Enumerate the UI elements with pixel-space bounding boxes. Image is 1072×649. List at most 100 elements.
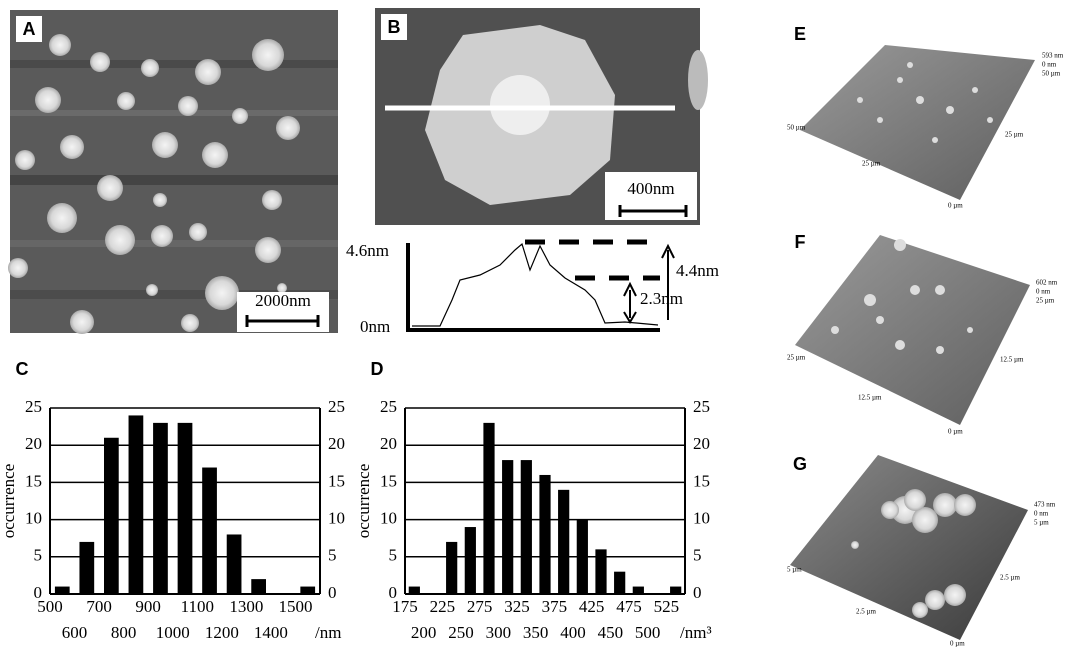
x-tick-label: 1300 [229,597,263,616]
x-tick-label: 200 [411,623,437,642]
panel-label: C [16,359,29,379]
x-tick-label: 525 [654,597,680,616]
y2-tick-label: 10 [328,509,345,528]
y2-tick-label: 5 [328,546,337,565]
bar [104,437,119,594]
panel-label: B [388,17,401,37]
afm-3d-e: E 593 nm 0 nm 50 µm 25 µm 0 µm 25 µm 50 … [787,24,1064,210]
y2-tick-label: 25 [328,397,345,416]
y2-tick-label: 0 [693,583,702,602]
x-tick-label: 900 [135,597,161,616]
y-tick-label: 0 [389,583,398,602]
afm-image-a: A 2000nm [8,10,338,334]
panel-label: D [371,359,384,379]
y-tick-label: 15 [25,471,42,490]
y2-tick-label: 25 [693,397,710,416]
x-tick-label: 225 [430,597,456,616]
y2-tick-label: 20 [328,434,345,453]
y-tick-label: 10 [25,509,42,528]
profile-top-label: 4.6nm [346,241,389,260]
bar [446,541,458,594]
axis-label: 473 nm [1034,501,1056,509]
y-axis-label: occurrence [0,464,18,539]
afm-3d-g: G 473 nm 0 nm 5 µm 2.5 µm 0 µm 2.5 µm 5 … [787,454,1056,648]
y-tick-label: 15 [380,471,397,490]
x-tick-label: 500 [635,623,661,642]
x-tick-label: 175 [392,597,418,616]
y-tick-label: 25 [380,397,397,416]
axis-label: 25 µm [787,354,806,362]
bar [54,586,70,594]
bar [408,586,420,594]
scale-bar-label: 2000nm [255,291,311,310]
axis-label: 25 µm [1005,131,1024,139]
axis-label: 5 µm [787,566,802,574]
bar [539,474,551,594]
panel-label: G [793,454,807,474]
bar [128,415,144,594]
axis-label: 0 µm [948,428,963,436]
x-tick-label: 1500 [278,597,312,616]
bar [595,549,607,594]
axis-label: 2.5 µm [1000,574,1021,582]
x-tick-label: 1200 [205,623,239,642]
x-tick-label: 700 [86,597,112,616]
axis-label: 5 µm [1034,519,1049,527]
y-tick-label: 10 [380,509,397,528]
scale-bar-label: 400nm [627,179,674,198]
bar [483,422,495,594]
bar [632,586,644,594]
y-axis-label: occurrence [354,464,373,539]
step-label: 2.3nm [640,289,683,308]
axis-label: 25 µm [862,160,881,168]
axis-label: 0 µm [948,202,963,210]
x-tick-label: 250 [448,623,474,642]
bar [670,586,682,594]
y-tick-label: 5 [34,546,43,565]
y-tick-label: 0 [34,583,43,602]
panel-label: F [795,232,806,252]
x-unit-label: /nm [315,623,341,642]
axis-label: 0 µm [950,640,965,648]
x-tick-label: 450 [598,623,624,642]
y2-tick-label: 15 [328,471,345,490]
y2-tick-label: 5 [693,546,702,565]
bar [153,422,168,594]
bar [79,541,95,594]
x-tick-label: 350 [523,623,549,642]
bar [576,519,588,594]
bar [502,460,514,594]
y2-tick-label: 0 [328,583,337,602]
x-tick-label: 475 [616,597,642,616]
afm-image-b: B 400nm [375,8,708,225]
x-tick-label: 1100 [181,597,214,616]
panel-label: E [794,24,806,44]
x-tick-label: 425 [579,597,605,616]
x-tick-label: 375 [542,597,568,616]
bar [251,579,266,594]
axis-label: 2.5 µm [856,608,877,616]
y2-tick-label: 15 [693,471,710,490]
panel-label: A [23,19,36,39]
bar [558,489,570,594]
y-tick-label: 20 [25,434,42,453]
axis-label: 0 nm [1042,61,1057,69]
bar [226,534,242,594]
y2-tick-label: 20 [693,434,710,453]
y2-tick-label: 10 [693,509,710,528]
x-tick-label: 800 [111,623,137,642]
x-tick-label: 500 [37,597,63,616]
afm-3d-f: F 602 nm 0 nm 25 µm 12.5 µm 0 µm 12.5 µm… [787,232,1058,436]
axis-label: 12.5 µm [858,394,882,402]
x-tick-label: 325 [504,597,530,616]
profile-bottom-label: 0nm [360,317,390,336]
bar [177,422,193,594]
x-tick-label: 400 [560,623,586,642]
bar [614,571,626,594]
x-tick-label: 275 [467,597,493,616]
axis-label: 0 nm [1034,510,1049,518]
axis-label: 50 µm [1042,70,1061,78]
bar [520,460,532,594]
x-tick-label: 300 [486,623,512,642]
axis-label: 25 µm [1036,297,1055,305]
